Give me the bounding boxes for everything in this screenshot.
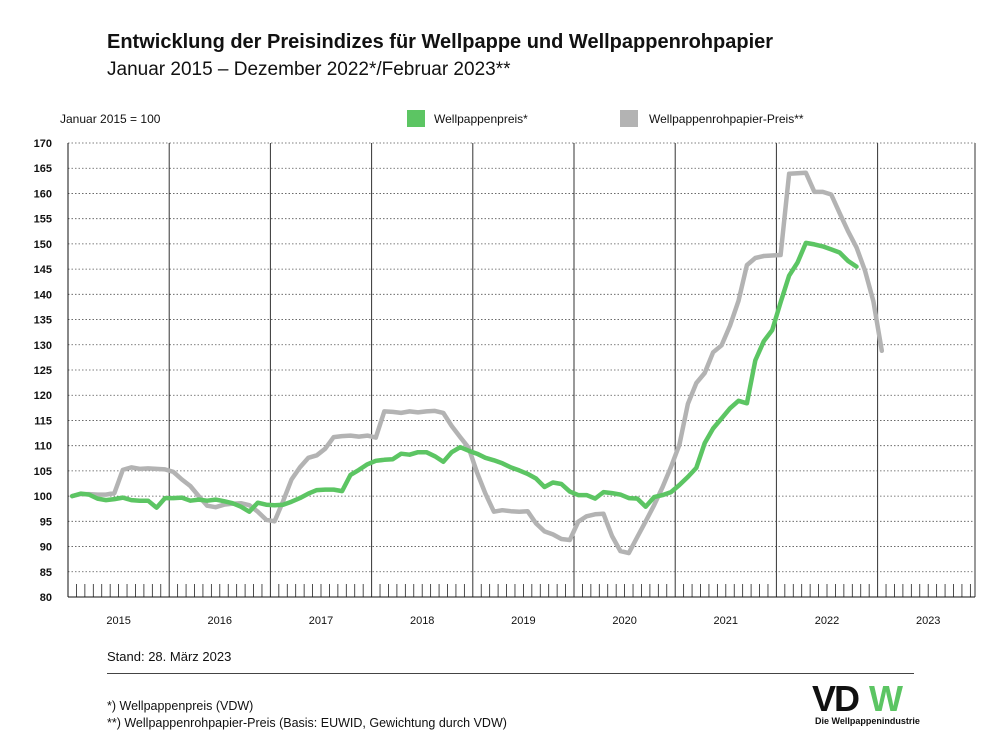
legend: Wellpappenpreis* Wellpappenrohpapier-Pre… [407, 110, 804, 127]
year-label-2017: 2017 [309, 615, 333, 627]
y-axis-label: Januar 2015 = 100 [60, 112, 161, 126]
y-tick-labels: 170 165 160 155 150 145 140 135 130 125 120 115 110 1… [34, 138, 52, 604]
legend-label-rohpapier: Wellpappenrohpapier-Preis** [649, 112, 804, 126]
legend-swatch-wellpappenpreis [407, 110, 425, 127]
footnote-wellpappenpreis: *) Wellpappenpreis (VDW) [107, 699, 254, 713]
year-label-2022: 2022 [815, 615, 839, 627]
year-label-2016: 2016 [208, 615, 232, 627]
series-line-rohpapier [69, 170, 885, 556]
month-ticks [76, 584, 971, 597]
y-tick-label: 100 [34, 491, 52, 503]
y-tick-label: 125 [34, 365, 52, 377]
line-chart: Januar 2015 = 100 Wellpappenpreis* Wellp… [34, 110, 976, 627]
legend-label-wellpappenpreis: Wellpappenpreis* [434, 112, 528, 126]
y-tick-label: 115 [34, 415, 52, 427]
year-label-2015: 2015 [106, 615, 130, 627]
y-tick-label: 80 [40, 592, 52, 604]
series-line-wellpappenpreis [69, 240, 859, 514]
y-tick-label: 145 [34, 264, 52, 276]
y-tick-label: 90 [40, 542, 52, 554]
series-lines [69, 170, 885, 556]
year-labels: 2015 2016 2017 2018 2019 2020 2021 2022 2023 [106, 615, 940, 627]
svg-text:VD: VD [812, 682, 859, 716]
y-tick-label: 110 [34, 441, 52, 453]
year-label-2023: 2023 [916, 615, 940, 627]
y-tick-label: 165 [34, 163, 52, 175]
year-label-2018: 2018 [410, 615, 434, 627]
y-tick-label: 85 [40, 567, 52, 579]
footer-divider [107, 673, 914, 674]
year-label-2019: 2019 [511, 615, 535, 627]
vdw-logo: VD W [812, 682, 905, 716]
y-tick-label: 155 [34, 214, 52, 226]
logo-tagline: Die Wellpappenindustrie [815, 716, 920, 726]
chart-subtitle: Januar 2015 – Dezember 2022*/Februar 202… [107, 59, 511, 80]
data-date-note: Stand: 28. März 2023 [107, 649, 232, 664]
svg-text:W: W [869, 682, 903, 716]
y-tick-label: 160 [34, 188, 52, 200]
y-tick-label: 120 [34, 390, 52, 402]
y-tick-label: 140 [34, 289, 52, 301]
year-label-2020: 2020 [612, 615, 636, 627]
y-tick-label: 105 [34, 466, 52, 478]
chart-title: Entwicklung der Preisindizes für Wellpap… [107, 31, 774, 53]
grid-lines [68, 142, 975, 573]
y-tick-label: 95 [40, 516, 52, 528]
y-tick-label: 135 [34, 315, 52, 327]
y-tick-label: 150 [34, 239, 52, 251]
year-label-2021: 2021 [714, 615, 738, 627]
legend-swatch-rohpapier [620, 110, 638, 127]
y-tick-label: 170 [34, 138, 52, 150]
y-tick-label: 130 [34, 340, 52, 352]
footnote-rohpapier: **) Wellpappenrohpapier-Preis (Basis: EU… [107, 716, 507, 730]
